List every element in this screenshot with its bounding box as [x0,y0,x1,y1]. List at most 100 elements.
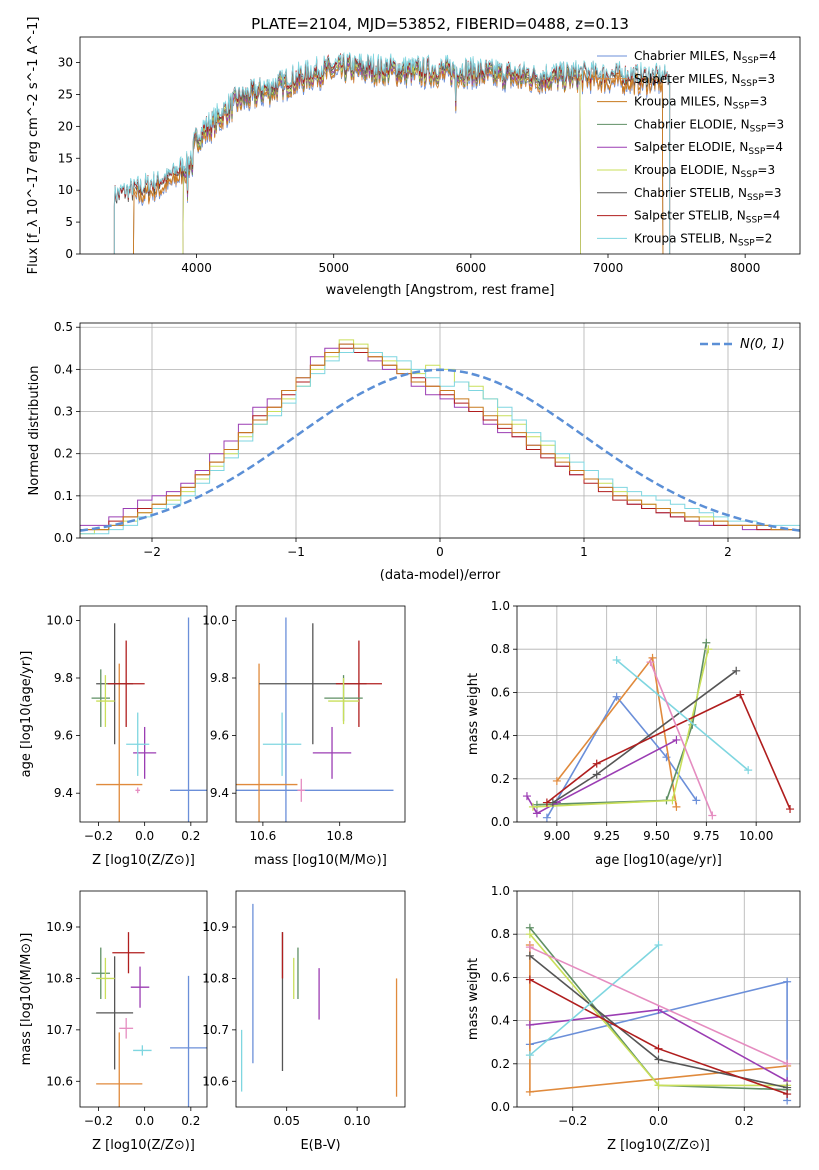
x-tick-label: −0.2 [84,829,113,843]
y-tick-label: 0.3 [54,405,73,419]
y-tick-label: 10.0 [202,613,229,627]
x-tick-label: 7000 [593,261,624,275]
plot-area [113,51,671,254]
y-tick-label: 20 [58,119,73,133]
y-tick-label: 10.9 [202,920,229,934]
y-tick-label: 0.1 [54,489,73,503]
weight-line [546,693,791,810]
y-tick-label: 10.6 [46,1074,73,1088]
weight-point [783,1059,792,1068]
weight-point [525,943,534,952]
legend-label: Kroupa ELODIE, NSSP=3 [634,163,775,180]
weight-line [546,695,698,819]
plot-area [80,339,800,538]
x-tick-label: 0 [436,545,444,559]
panel-mass_vs_Z: −0.2 0.0 0.2 10.6 10.7 10.8 10.9 Z [log10(Z/Z⊙)… [19,890,208,1153]
y-tick-label: 9.8 [210,671,229,685]
weight-point [736,690,745,699]
x-tick-label: 0.0 [649,1114,668,1128]
y-tick-label: 10.8 [202,971,229,985]
spectrum-line [113,54,671,254]
legend-nssp: =4 [765,140,783,154]
histogram-step [80,343,800,538]
weight-line [532,649,710,808]
y-tick-label: 0.5 [54,320,73,334]
legend-label: Kroupa MILES, NSSP=3 [634,95,767,112]
y-tick-label: 0.2 [491,772,510,786]
weight-point [654,1055,663,1064]
weight-point [668,796,677,805]
x-tick-label: 10.6 [250,829,277,843]
gaussian-curve [80,368,800,532]
legend-label: Salpeter MILES, NSSP=3 [634,72,775,89]
y-tick-label: 10.7 [46,1023,73,1037]
x-axis-label: age [log10(age/yr)] [595,853,722,868]
weight-point [612,692,621,701]
x-axis-label: E(B-V) [300,1138,340,1153]
legend-label: Chabrier STELIB, NSSP=3 [634,186,782,203]
x-axis-label: wavelength [Angstrom, rest frame] [326,283,555,298]
weight-point [525,1087,534,1096]
axes-frame [516,605,801,823]
y-axis-label: mass weight [466,958,481,1040]
weight-point [654,1005,663,1014]
spectrum-line [133,64,664,254]
y-tick-label: 25 [58,87,73,101]
weight-point [532,809,541,818]
y-tick-label: 0.0 [54,531,73,545]
spectrum-line [113,53,671,254]
panel-age_vs_Z: −0.2 0.0 0.2 9.4 9.6 9.8 10.0 Z [log10(Z/Z⊙)] ag… [19,605,208,868]
y-tick-label: 0.2 [491,1057,510,1071]
y-tick-label: 10.6 [202,1074,229,1088]
y-tick-label: 10.0 [46,613,73,627]
panel-mass_vs_ebv: 0.05 0.10 10.6 10.7 10.8 10.9 E(B-V) [202,890,406,1153]
axes-frame [79,605,208,823]
legend: Chabrier MILES, NSSP=4 Salpeter MILES, NS… [597,49,784,248]
weight-point [704,645,713,654]
weight-point [708,811,717,820]
weight-point [672,735,681,744]
y-axis-label: mass [log10(M/M⊙)] [19,933,34,1066]
y-tick-label: 0.2 [54,447,73,461]
x-axis-label: mass [log10(M/M⊙)] [254,853,387,868]
plot-area [522,638,795,822]
x-tick-label: 9.50 [643,829,670,843]
x-tick-label: 0.10 [344,1114,371,1128]
x-tick-label: 0.2 [181,1114,200,1128]
axes-frame [79,890,208,1108]
legend-label: Salpeter ELODIE, NSSP=4 [634,140,783,157]
y-tick-label: 0.6 [491,685,510,699]
x-tick-label: 9.25 [593,829,620,843]
x-tick-label: 1 [580,545,588,559]
x-axis-label: (data-model)/error [380,568,501,583]
legend-nssp: =4 [763,209,781,223]
legend-nssp: =2 [755,231,773,245]
y-tick-label: 10 [58,183,73,197]
y-tick-label: 0.8 [491,642,510,656]
plot-area [91,617,207,822]
x-tick-label: −1 [287,545,305,559]
x-tick-label: 6000 [456,261,487,275]
axes-frame [79,36,801,255]
y-tick-label: 9.4 [210,786,229,800]
y-tick-label: 1.0 [491,884,510,898]
legend-label: Chabrier ELODIE, NSSP=3 [634,117,784,134]
weight-point [654,941,663,949]
weight-point [783,1090,792,1099]
y-tick-label: 10.9 [46,920,73,934]
y-tick-label: 5 [65,215,73,229]
legend-nssp: =3 [766,117,784,131]
axes-frame [79,322,801,539]
plot-area [91,932,207,1107]
weight-point [672,802,681,811]
x-axis-label: Z [log10(Z/Z⊙)] [92,853,195,868]
y-axis-label: age [log10(age/yr)] [19,651,34,778]
x-tick-label: 0.05 [273,1114,300,1128]
x-tick-label: 10.00 [739,829,773,843]
y-tick-label: 9.6 [210,729,229,743]
legend-nssp: =3 [757,72,775,86]
y-tick-label: 0 [65,247,73,261]
weight-line [649,661,714,816]
weight-point [654,1044,663,1053]
weight-line [526,739,677,815]
